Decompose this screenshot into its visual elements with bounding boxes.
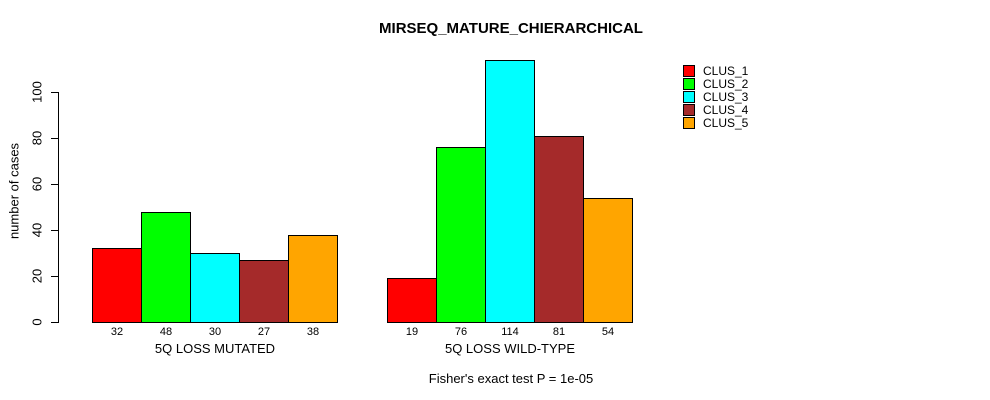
bar-value-label: 54 (601, 326, 615, 338)
bar-clus-1-5q-loss-wild-type (387, 278, 437, 323)
bar-clus-3-5q-loss-wild-type (485, 59, 535, 323)
bar-clus-2-5q-loss-wild-type (436, 147, 486, 323)
bar-value-label: 27 (257, 326, 271, 338)
bar-value-label: 48 (159, 326, 173, 338)
legend-label-clus-2: CLUS_2 (703, 77, 749, 91)
y-axis-tick (51, 92, 58, 93)
y-axis-tick-label: 80 (29, 130, 45, 146)
bar-clus-3-5q-loss-mutated (190, 253, 240, 323)
y-axis-tick (51, 322, 58, 323)
legend-swatch-clus-4 (683, 104, 695, 116)
y-axis-tick-label: 60 (29, 176, 45, 192)
y-axis-tick (51, 276, 58, 277)
y-axis-line (58, 92, 59, 323)
y-axis-tick-label: 0 (29, 318, 45, 326)
y-axis-tick-label: 100 (29, 81, 45, 103)
bar-value-label: 81 (552, 326, 566, 338)
bar-clus-4-5q-loss-wild-type (534, 135, 584, 323)
y-axis-tick (51, 230, 58, 231)
y-axis-title: number of cases (6, 142, 22, 240)
legend-label-clus-4: CLUS_4 (703, 103, 749, 117)
chart-title: MIRSEQ_MATURE_CHIERARCHICAL (379, 20, 643, 37)
bar-clus-5-5q-loss-mutated (288, 234, 338, 323)
bar-value-label: 19 (405, 326, 419, 338)
bar-clus-2-5q-loss-mutated (141, 211, 191, 323)
legend-label-clus-1: CLUS_1 (703, 64, 749, 78)
bar-value-label: 30 (208, 326, 222, 338)
bar-clus-1-5q-loss-mutated (92, 248, 142, 323)
bar-value-label: 32 (110, 326, 124, 338)
category-label-5q-loss-wild-type: 5Q LOSS WILD-TYPE (444, 341, 576, 356)
legend-swatch-clus-1 (683, 65, 695, 77)
y-axis-tick (51, 138, 58, 139)
legend-swatch-clus-5 (683, 117, 695, 129)
bar-value-label: 114 (501, 326, 519, 338)
bar-clus-4-5q-loss-mutated (239, 259, 289, 323)
bar-value-label: 38 (306, 326, 320, 338)
y-axis-tick (51, 184, 58, 185)
bar-clus-5-5q-loss-wild-type (583, 197, 633, 323)
legend-swatch-clus-3 (683, 91, 695, 103)
legend-swatch-clus-2 (683, 78, 695, 90)
y-axis-tick-label: 20 (29, 268, 45, 284)
bar-value-label: 76 (454, 326, 468, 338)
y-axis-tick-label: 40 (29, 222, 45, 238)
category-label-5q-loss-mutated: 5Q LOSS MUTATED (154, 341, 276, 356)
legend-label-clus-5: CLUS_5 (703, 116, 749, 130)
footer-annotation: Fisher's exact test P = 1e-05 (428, 371, 594, 386)
legend-label-clus-3: CLUS_3 (703, 90, 749, 104)
